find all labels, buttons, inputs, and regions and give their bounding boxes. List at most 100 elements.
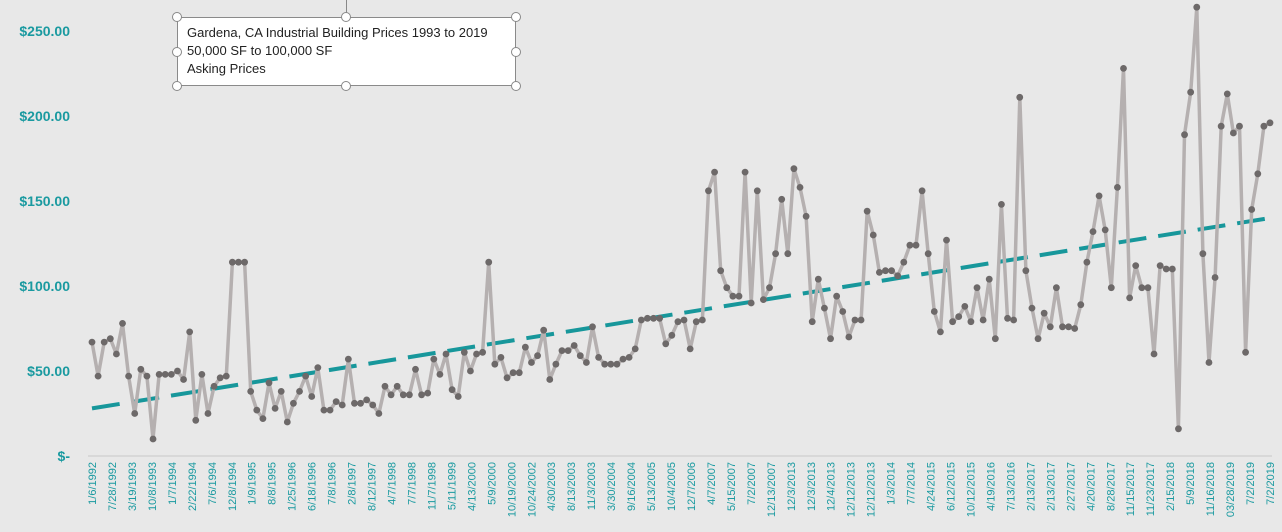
data-point xyxy=(1211,274,1219,281)
data-point xyxy=(875,269,883,276)
data-point xyxy=(967,318,975,326)
x-tick-label: 10/19/2000 xyxy=(506,462,518,517)
x-tick-label: 7/28/1992 xyxy=(107,462,119,511)
data-point xyxy=(1077,301,1085,309)
data-point xyxy=(637,316,645,324)
data-point xyxy=(210,382,218,390)
data-point xyxy=(161,371,169,378)
y-tick-label: $100.00 xyxy=(19,278,70,294)
y-tick-label: $150.00 xyxy=(19,193,70,209)
x-tick-label: 4/20/2017 xyxy=(1085,462,1097,511)
data-point xyxy=(1046,323,1054,331)
data-point xyxy=(100,338,108,346)
data-point xyxy=(631,345,639,353)
data-point xyxy=(1034,335,1042,343)
data-point xyxy=(436,371,444,378)
data-point xyxy=(662,340,670,348)
data-point xyxy=(143,372,151,380)
x-tick-label: 7/13/2016 xyxy=(1005,462,1017,511)
data-point xyxy=(222,372,230,380)
data-point xyxy=(1229,129,1237,137)
data-point xyxy=(552,360,560,368)
x-tick-label: 2/27/2017 xyxy=(1065,462,1077,511)
data-point xyxy=(814,275,822,283)
data-point xyxy=(1022,267,1030,275)
data-point xyxy=(479,348,487,356)
x-tick-label: 12/8/1994 xyxy=(227,462,239,511)
x-tick-label: 7/7/1998 xyxy=(407,462,419,505)
data-point xyxy=(759,296,767,303)
data-point xyxy=(882,267,889,275)
resize-handle-bottom-center[interactable] xyxy=(341,81,351,91)
data-point xyxy=(460,348,468,356)
data-point xyxy=(302,372,310,380)
data-point xyxy=(1248,206,1256,213)
x-tick-label: 6/12/2015 xyxy=(946,462,958,511)
data-point xyxy=(509,369,517,377)
data-point xyxy=(1266,119,1274,127)
data-point xyxy=(1065,323,1072,331)
chart-title-box[interactable]: Gardena, CA Industrial Building Prices 1… xyxy=(177,17,516,86)
resize-handle-top-left[interactable] xyxy=(172,12,182,22)
data-point xyxy=(94,372,102,380)
data-point xyxy=(405,391,413,399)
data-point xyxy=(534,352,541,360)
data-point xyxy=(1052,284,1060,292)
resize-handle-bottom-left[interactable] xyxy=(172,81,182,91)
title-line-1: Gardena, CA Industrial Building Prices 1… xyxy=(187,25,488,40)
x-tick-label: 12/7/2006 xyxy=(686,462,698,511)
data-point xyxy=(271,405,279,412)
data-point xyxy=(1089,228,1097,236)
data-point xyxy=(528,359,535,366)
data-point xyxy=(1199,250,1207,258)
data-point xyxy=(686,345,694,353)
data-point xyxy=(253,406,261,414)
x-tick-label: 2/15/2018 xyxy=(1165,462,1177,511)
x-tick-label: 12/3/2013 xyxy=(806,462,818,511)
data-point xyxy=(1095,192,1103,200)
data-point xyxy=(906,241,914,249)
x-tick-label: 4/30/2003 xyxy=(546,462,558,511)
x-tick-label: 3/30/2004 xyxy=(606,462,618,511)
data-point xyxy=(497,354,505,361)
data-point xyxy=(985,275,993,283)
resize-handle-top-center[interactable] xyxy=(341,12,351,22)
data-point xyxy=(1016,93,1024,101)
x-tick-label: 11/23/2017 xyxy=(1145,462,1157,516)
data-point xyxy=(351,399,358,407)
series-group xyxy=(88,3,1274,443)
data-point xyxy=(418,391,425,399)
title-line-2: 50,000 SF to 100,000 SF xyxy=(187,43,333,58)
data-point xyxy=(729,292,737,300)
data-point xyxy=(198,371,206,378)
data-point xyxy=(167,371,175,378)
resize-handle-bottom-right[interactable] xyxy=(511,81,521,91)
x-tick-label: 1/6/1992 xyxy=(87,462,99,505)
x-tick-label: 11/15/2017 xyxy=(1125,462,1137,516)
data-point xyxy=(900,258,908,266)
resize-handle-middle-right[interactable] xyxy=(511,47,521,57)
data-point xyxy=(955,313,963,320)
data-point xyxy=(711,168,718,176)
x-tick-label: 1/25/1996 xyxy=(287,462,299,511)
data-point xyxy=(235,258,242,266)
y-tick-label: $200.00 xyxy=(19,108,70,124)
data-point xyxy=(320,406,328,414)
data-point xyxy=(845,333,853,341)
data-point xyxy=(570,342,578,349)
x-tick-label: 5/11/1999 xyxy=(446,462,458,510)
data-point xyxy=(1120,65,1127,72)
data-point xyxy=(344,355,352,363)
x-tick-label: 8/8/1995 xyxy=(267,462,279,505)
data-point xyxy=(387,391,395,399)
resize-handle-top-right[interactable] xyxy=(511,12,521,22)
data-point xyxy=(174,367,181,375)
data-point xyxy=(943,236,950,244)
data-point xyxy=(442,350,450,358)
x-tick-label: 5/15/2007 xyxy=(726,462,738,511)
resize-handle-middle-left[interactable] xyxy=(172,47,182,57)
data-point xyxy=(192,416,200,424)
data-point xyxy=(973,284,981,292)
data-point xyxy=(485,258,493,266)
